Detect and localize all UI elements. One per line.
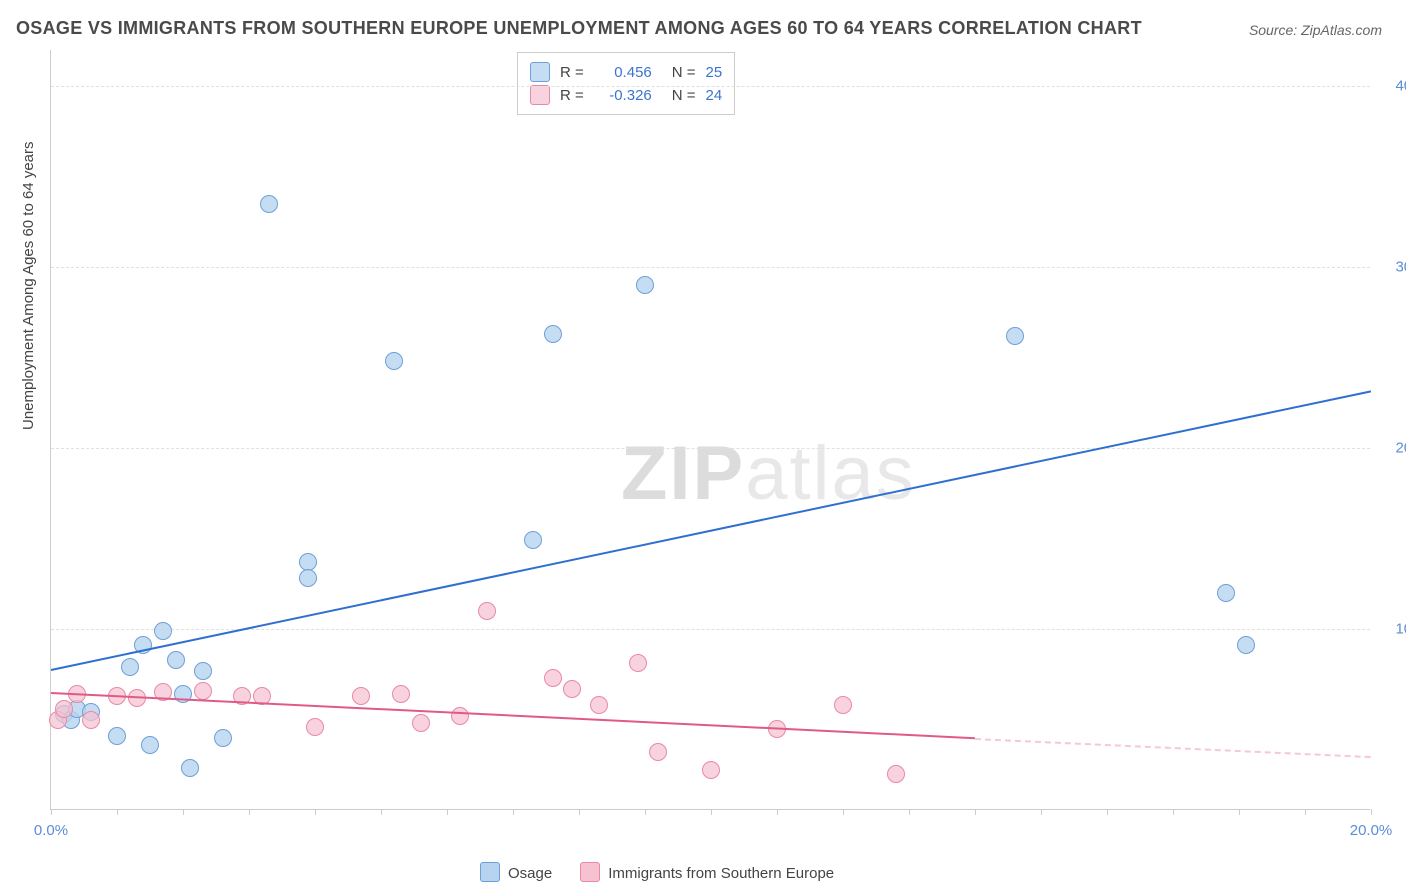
legend-label: Immigrants from Southern Europe	[608, 865, 834, 882]
data-point	[108, 727, 126, 745]
stat-n-value: 24	[706, 87, 723, 104]
watermark: ZIPatlas	[621, 430, 916, 517]
x-tick	[513, 809, 514, 815]
data-point	[629, 654, 647, 672]
x-tick	[249, 809, 250, 815]
data-point	[181, 759, 199, 777]
stat-n-value: 25	[706, 64, 723, 81]
x-tick	[1107, 809, 1108, 815]
legend-swatch	[530, 62, 550, 82]
data-point	[194, 662, 212, 680]
data-point	[306, 718, 324, 736]
y-axis-label: Unemployment Among Ages 60 to 64 years	[20, 141, 37, 430]
legend-item: Immigrants from Southern Europe	[580, 862, 834, 882]
x-tick	[1173, 809, 1174, 815]
source-attribution: Source: ZipAtlas.com	[1249, 22, 1382, 38]
data-point	[194, 682, 212, 700]
data-point	[385, 352, 403, 370]
chart-title: OSAGE VS IMMIGRANTS FROM SOUTHERN EUROPE…	[16, 18, 1142, 39]
data-point	[214, 729, 232, 747]
data-point	[1006, 327, 1024, 345]
x-tick	[975, 809, 976, 815]
data-point	[702, 761, 720, 779]
watermark-bold: ZIP	[621, 431, 745, 516]
x-tick	[51, 809, 52, 815]
plot-area: ZIPatlas R =0.456N =25R =-0.326N =24 10.…	[50, 50, 1370, 810]
chart-container: OSAGE VS IMMIGRANTS FROM SOUTHERN EUROPE…	[0, 0, 1406, 892]
data-point	[412, 714, 430, 732]
data-point	[649, 743, 667, 761]
stat-n-label: N =	[672, 64, 696, 81]
stat-r-label: R =	[560, 87, 584, 104]
stat-r-label: R =	[560, 64, 584, 81]
x-tick	[843, 809, 844, 815]
data-point	[167, 651, 185, 669]
data-point	[299, 569, 317, 587]
x-tick	[1305, 809, 1306, 815]
x-tick	[381, 809, 382, 815]
y-tick-label: 30.0%	[1395, 259, 1406, 276]
gridline-h	[51, 267, 1370, 268]
data-point	[141, 736, 159, 754]
legend-label: Osage	[508, 865, 552, 882]
x-tick	[711, 809, 712, 815]
data-point	[55, 700, 73, 718]
x-tick	[1041, 809, 1042, 815]
stat-r-value: -0.326	[594, 87, 652, 104]
data-point	[352, 687, 370, 705]
stat-n-label: N =	[672, 87, 696, 104]
x-tick	[909, 809, 910, 815]
x-tick	[447, 809, 448, 815]
data-point	[1237, 636, 1255, 654]
data-point	[563, 680, 581, 698]
data-point	[590, 696, 608, 714]
x-tick-label: 0.0%	[34, 822, 68, 839]
legend-swatch	[480, 862, 500, 882]
trend-line-dashed	[975, 738, 1371, 758]
x-tick	[315, 809, 316, 815]
data-point	[82, 711, 100, 729]
data-point	[260, 195, 278, 213]
gridline-h	[51, 448, 1370, 449]
data-point	[392, 685, 410, 703]
data-point	[1217, 584, 1235, 602]
x-tick	[1371, 809, 1372, 815]
data-point	[834, 696, 852, 714]
data-point	[154, 622, 172, 640]
legend-bottom: Osage Immigrants from Southern Europe	[480, 862, 834, 882]
data-point	[451, 707, 469, 725]
data-point	[887, 765, 905, 783]
y-tick-label: 10.0%	[1395, 621, 1406, 638]
y-tick-label: 20.0%	[1395, 440, 1406, 457]
x-tick	[645, 809, 646, 815]
data-point	[636, 276, 654, 294]
data-point	[524, 531, 542, 549]
data-point	[544, 325, 562, 343]
x-tick	[777, 809, 778, 815]
x-tick	[117, 809, 118, 815]
data-point	[121, 658, 139, 676]
legend-stats-box: R = 0.456 N = 25 R = -0.326 N = 24	[517, 52, 735, 115]
legend-stats-row: R = -0.326 N = 24	[530, 85, 722, 105]
legend-item: Osage	[480, 862, 552, 882]
x-tick	[579, 809, 580, 815]
x-tick	[1239, 809, 1240, 815]
legend-swatch	[580, 862, 600, 882]
legend-swatch	[530, 85, 550, 105]
stat-r-value: 0.456	[594, 64, 652, 81]
y-tick-label: 40.0%	[1395, 78, 1406, 95]
data-point	[544, 669, 562, 687]
legend-stats-row: R = 0.456 N = 25	[530, 62, 722, 82]
x-tick	[183, 809, 184, 815]
x-tick-label: 20.0%	[1350, 822, 1393, 839]
gridline-h	[51, 86, 1370, 87]
data-point	[478, 602, 496, 620]
